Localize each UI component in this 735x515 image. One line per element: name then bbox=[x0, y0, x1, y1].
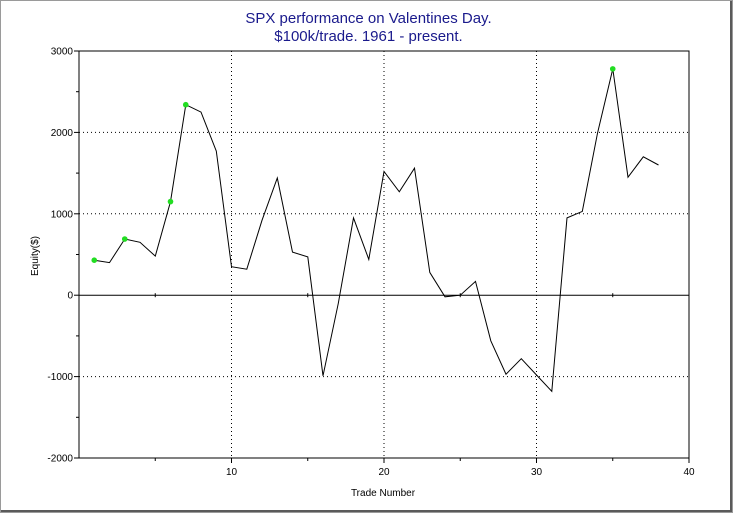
x-tick-label: 40 bbox=[683, 467, 695, 478]
y-tick-label: 3000 bbox=[51, 47, 74, 58]
highlight-points bbox=[91, 66, 616, 263]
chart-title: SPX performance on Valentines Day. bbox=[245, 10, 492, 27]
chart-subtitle: $100k/trade. 1961 - present. bbox=[274, 28, 463, 45]
y-tick-label: -1000 bbox=[47, 372, 73, 383]
y-tick-label: -2000 bbox=[47, 454, 73, 465]
x-tick-label: 10 bbox=[226, 467, 238, 478]
highlight-point bbox=[609, 66, 616, 72]
highlight-point bbox=[182, 101, 189, 108]
x-tick-label: 30 bbox=[531, 467, 543, 478]
y-tick-label: 1000 bbox=[51, 209, 74, 220]
highlight-point bbox=[121, 236, 128, 242]
grid-lines bbox=[79, 51, 689, 458]
y-tick-label: 2000 bbox=[51, 128, 74, 139]
plot-border bbox=[78, 50, 690, 459]
x-tick-label: 20 bbox=[378, 467, 390, 478]
y-tick-label: 0 bbox=[67, 291, 73, 302]
y-axis-label: Equity($) bbox=[30, 236, 41, 276]
x-axis-ticks: 10 20 30 40 bbox=[154, 293, 695, 478]
highlight-point bbox=[91, 257, 98, 263]
highlight-point bbox=[167, 198, 174, 205]
x-axis-label: Trade Number bbox=[351, 488, 416, 499]
y-axis-ticks: 3000 2000 1000 0 -1000 -2000 bbox=[47, 47, 79, 465]
equity-line bbox=[94, 68, 659, 393]
